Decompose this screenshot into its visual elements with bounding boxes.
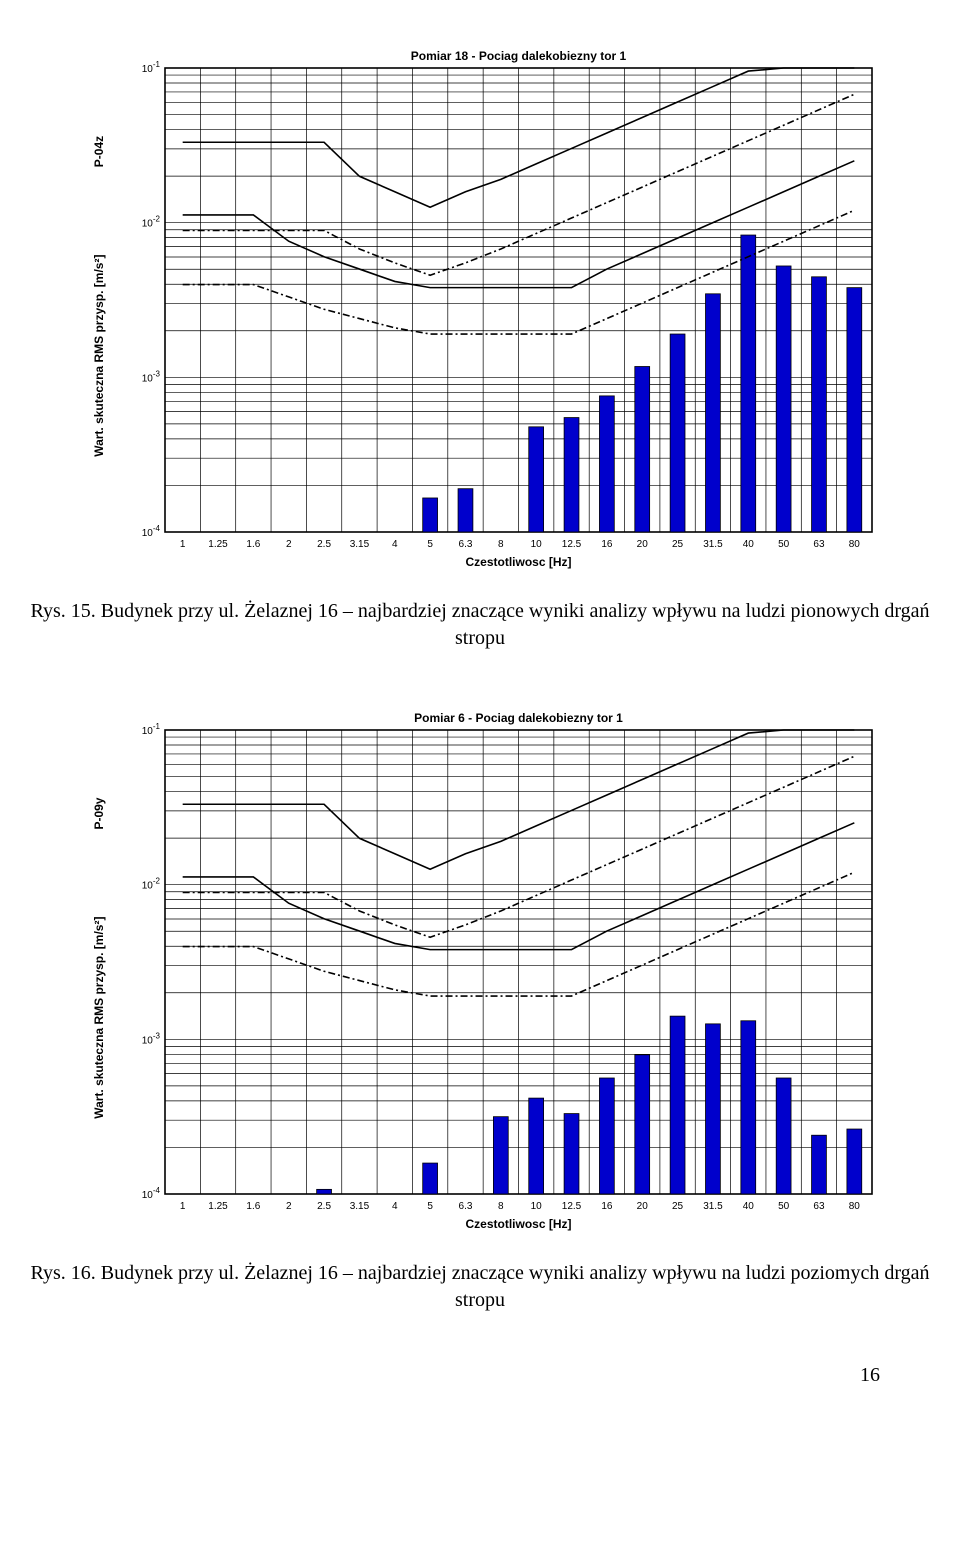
chart-1: 1 1.25 1.6 2 2.5 3.15 4 5 6.3 8 10 12.5 16 20 25 31.5 40… [70,40,890,580]
svg-text:40: 40 [743,539,755,550]
svg-text:31.5: 31.5 [703,539,723,550]
svg-text:63: 63 [813,1201,825,1212]
svg-text:2.5: 2.5 [317,1201,331,1212]
svg-text:5: 5 [427,1201,433,1212]
svg-text:63: 63 [813,539,825,550]
svg-text:1.6: 1.6 [246,539,260,550]
chart-1-svg: 1 1.25 1.6 2 2.5 3.15 4 5 6.3 8 10 12.5 16 20 25 31.5 40… [70,40,890,580]
svg-text:4: 4 [392,1201,398,1212]
svg-text:1.25: 1.25 [208,1201,228,1212]
caption-1: Rys. 15. Budynek przy ul. Żelaznej 16 – … [30,598,930,652]
svg-text:10-1: 10-1 [142,60,161,75]
svg-text:10-3: 10-3 [142,369,161,384]
svg-text:P-04z: P-04z [92,136,106,167]
svg-text:10-4: 10-4 [142,1186,161,1201]
svg-text:10-1: 10-1 [142,722,161,737]
svg-text:12.5: 12.5 [562,1201,582,1212]
svg-text:Czestotliwosc [Hz]: Czestotliwosc [Hz] [465,1217,571,1231]
svg-text:2: 2 [286,1201,292,1212]
svg-text:50: 50 [778,539,790,550]
svg-text:25: 25 [672,539,684,550]
svg-text:40: 40 [743,1201,755,1212]
svg-text:Pomiar 18 - Pociag dalekobiezn: Pomiar 18 - Pociag dalekobiezny tor 1 [411,49,627,63]
svg-text:10: 10 [531,1201,543,1212]
page-number: 16 [30,1364,930,1387]
svg-text:2: 2 [286,539,292,550]
svg-text:3.15: 3.15 [350,1201,370,1212]
svg-text:10-4: 10-4 [142,524,161,539]
chart-2: 1 1.25 1.6 2 2.5 3.15 4 5 6.3 8 10 12.5 16 20 25 31.5 40… [70,702,890,1242]
svg-text:1.25: 1.25 [208,539,228,550]
svg-text:P-09y: P-09y [92,797,106,829]
svg-text:80: 80 [849,1201,861,1212]
svg-text:12.5: 12.5 [562,539,582,550]
svg-text:Wart. skuteczna RMS przysp. [m: Wart. skuteczna RMS przysp. [m/s²] [92,917,106,1119]
svg-text:80: 80 [849,539,861,550]
svg-text:3.15: 3.15 [350,539,370,550]
svg-text:5: 5 [427,539,433,550]
svg-text:20: 20 [637,1201,649,1212]
svg-text:6.3: 6.3 [459,539,473,550]
svg-text:1: 1 [180,1201,186,1212]
svg-text:2.5: 2.5 [317,539,331,550]
svg-text:8: 8 [498,539,504,550]
svg-text:Czestotliwosc [Hz]: Czestotliwosc [Hz] [465,555,571,569]
svg-text:Pomiar 6 - Pociag dalekobiezny: Pomiar 6 - Pociag dalekobiezny tor 1 [414,711,623,725]
svg-text:16: 16 [601,539,613,550]
svg-text:1.6: 1.6 [246,1201,260,1212]
svg-text:31.5: 31.5 [703,1201,723,1212]
caption-2: Rys. 16. Budynek przy ul. Żelaznej 16 – … [30,1260,930,1314]
chart-2-svg: 1 1.25 1.6 2 2.5 3.15 4 5 6.3 8 10 12.5 16 20 25 31.5 40… [70,702,890,1242]
svg-text:4: 4 [392,539,398,550]
svg-text:6.3: 6.3 [459,1201,473,1212]
svg-text:10-2: 10-2 [142,877,161,892]
svg-text:50: 50 [778,1201,790,1212]
svg-text:1: 1 [180,539,186,550]
svg-text:10-3: 10-3 [142,1031,161,1046]
svg-text:10: 10 [531,539,543,550]
svg-text:16: 16 [601,1201,613,1212]
svg-text:10-2: 10-2 [142,215,161,230]
svg-text:25: 25 [672,1201,684,1212]
svg-text:8: 8 [498,1201,504,1212]
svg-text:20: 20 [637,539,649,550]
svg-text:Wart. skuteczna RMS przysp. [m: Wart. skuteczna RMS przysp. [m/s²] [92,255,106,457]
